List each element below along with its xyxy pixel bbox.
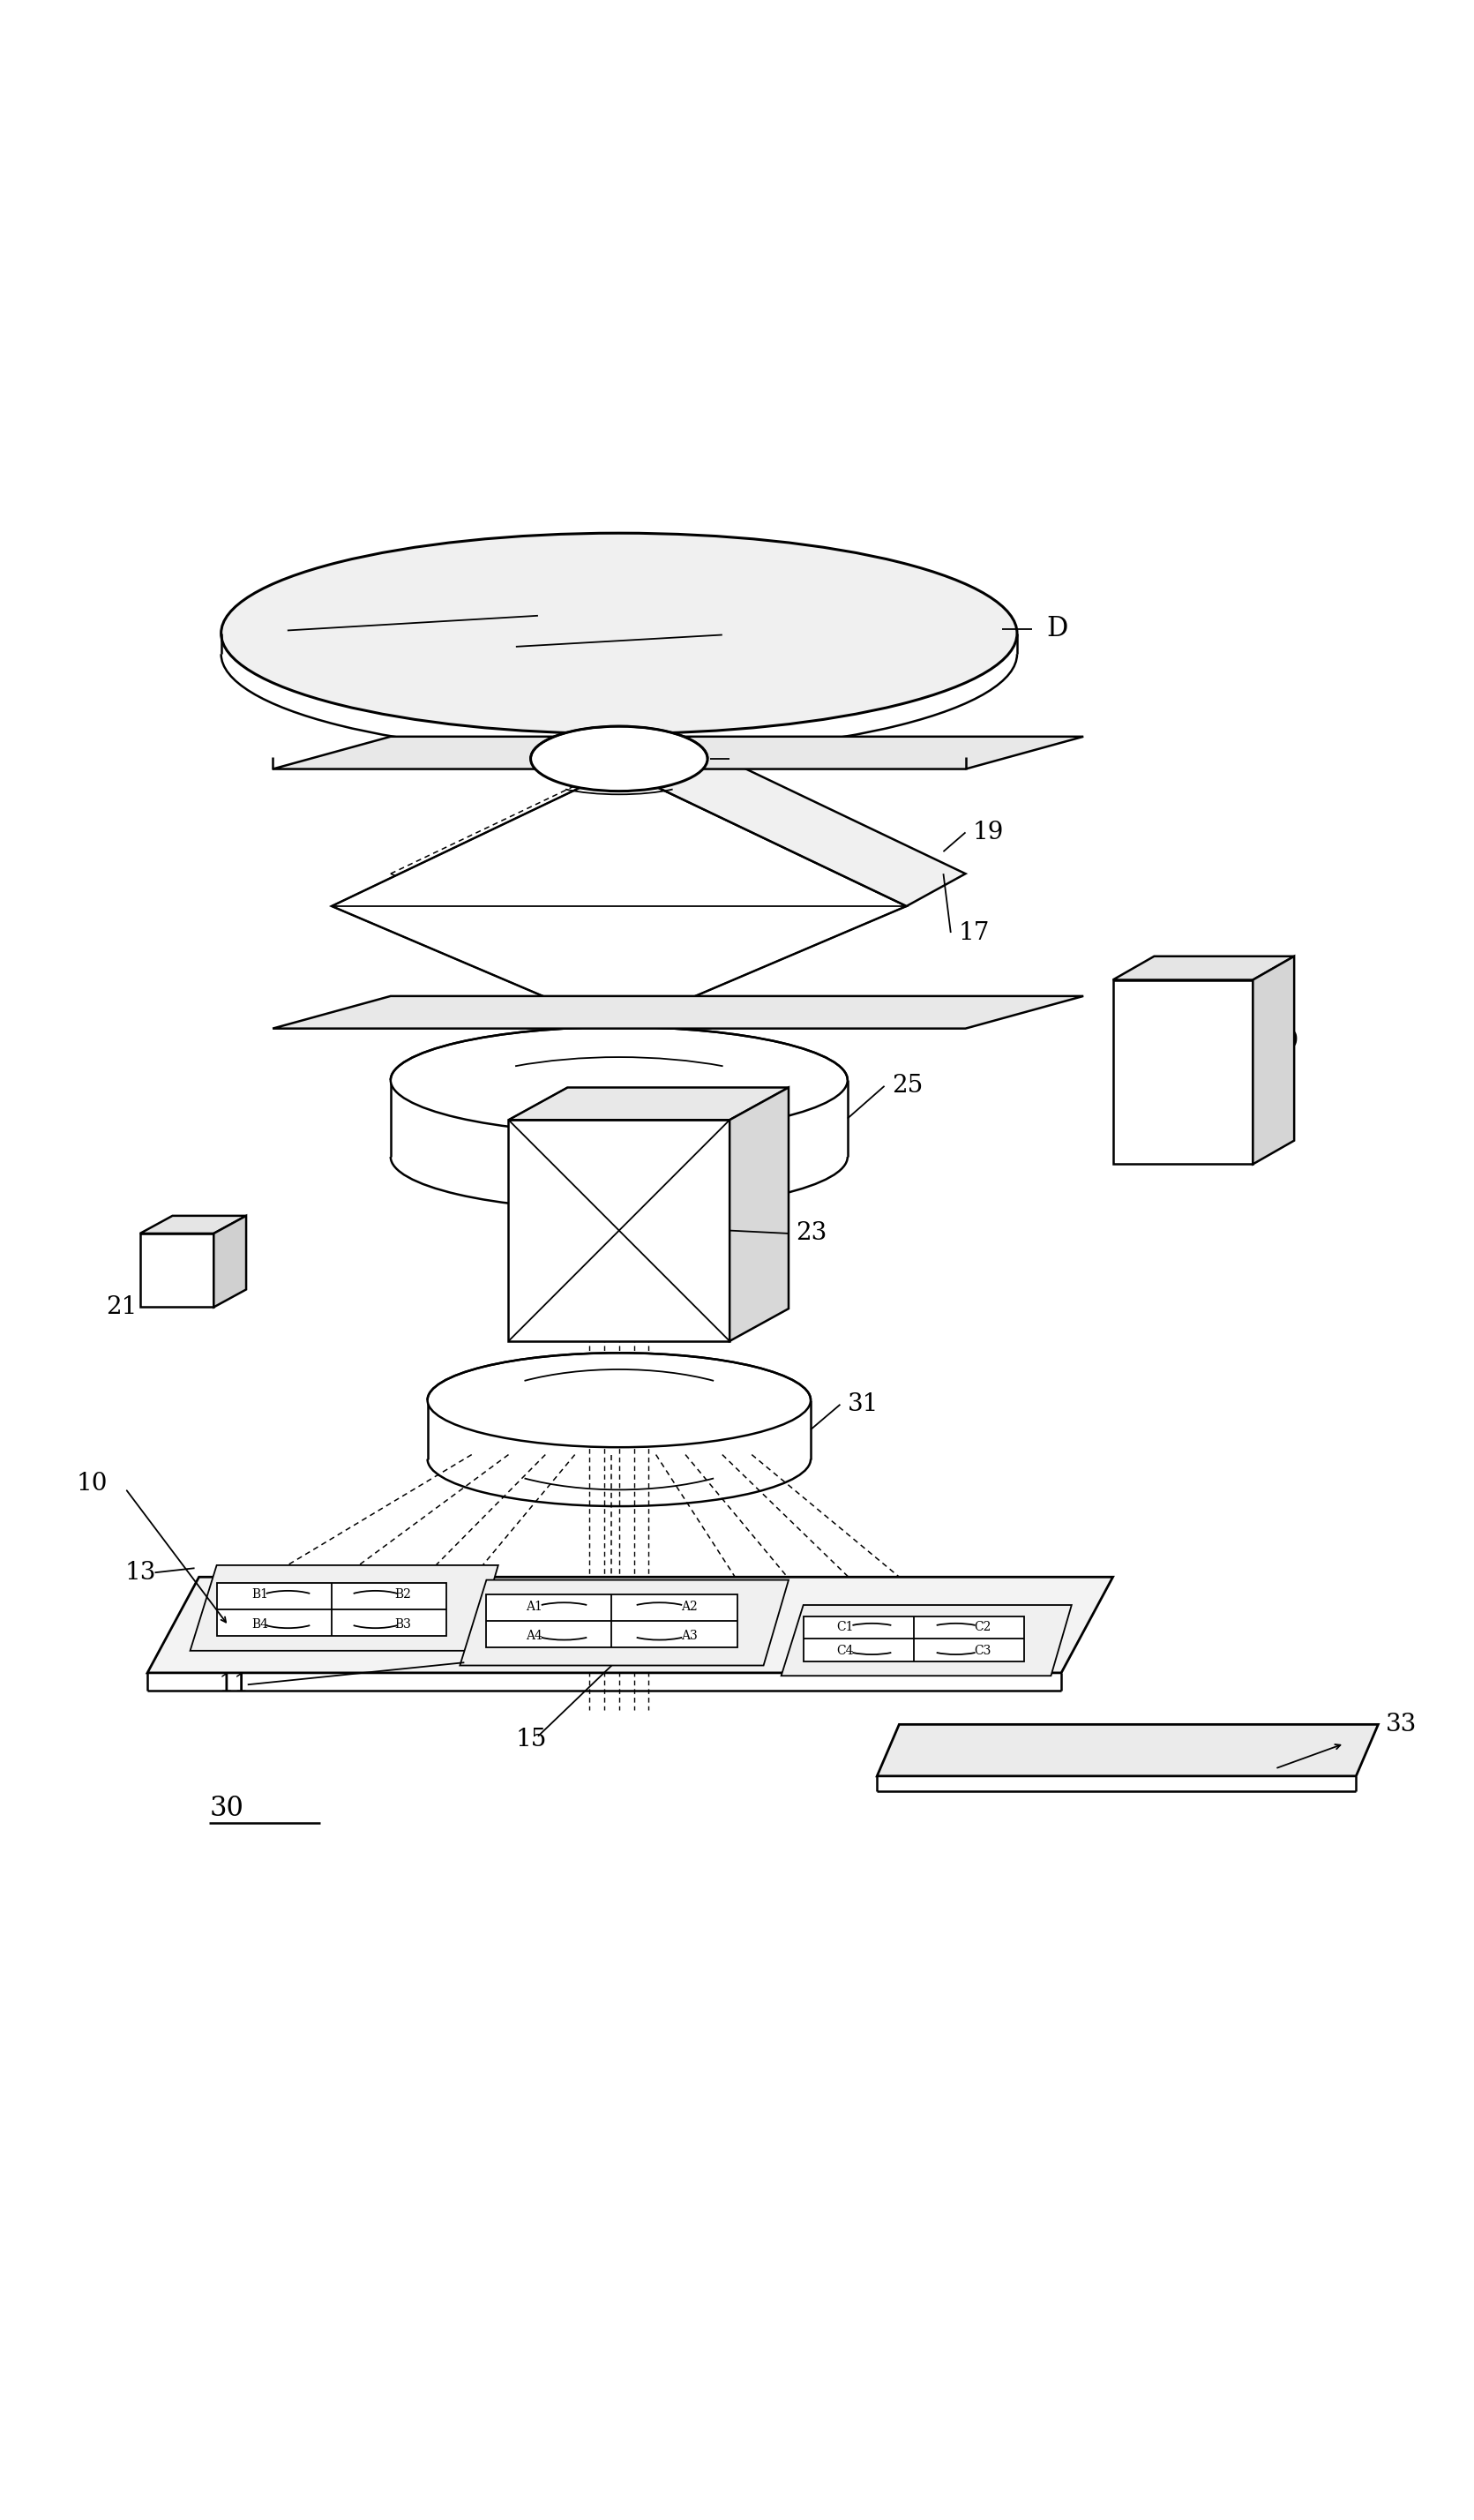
Polygon shape [217, 1583, 447, 1635]
Polygon shape [1253, 955, 1294, 1164]
Text: C2: C2 [974, 1620, 991, 1633]
Ellipse shape [427, 1353, 811, 1446]
Polygon shape [1113, 955, 1294, 980]
Text: A4: A4 [526, 1630, 542, 1643]
Polygon shape [147, 1578, 1113, 1673]
Ellipse shape [221, 534, 1017, 733]
Polygon shape [619, 736, 965, 907]
Text: A1: A1 [526, 1600, 542, 1613]
Text: D: D [1047, 615, 1069, 643]
Polygon shape [486, 1595, 737, 1648]
Text: B3: B3 [395, 1618, 411, 1630]
Text: 19: 19 [973, 822, 1004, 844]
Text: 23: 23 [796, 1222, 827, 1245]
Polygon shape [273, 736, 1083, 769]
Text: B4: B4 [252, 1618, 268, 1630]
Text: 13: 13 [125, 1560, 156, 1585]
Polygon shape [214, 1215, 246, 1308]
Text: 33: 33 [1386, 1714, 1417, 1736]
Ellipse shape [531, 726, 708, 791]
Polygon shape [273, 995, 1083, 1028]
Text: A2: A2 [681, 1600, 697, 1613]
Text: 15: 15 [516, 1726, 547, 1751]
Text: 10: 10 [77, 1472, 108, 1497]
Text: A3: A3 [681, 1630, 697, 1643]
Polygon shape [730, 1089, 789, 1341]
Text: 25: 25 [892, 1074, 923, 1099]
Ellipse shape [391, 1028, 848, 1134]
Text: 21: 21 [106, 1295, 137, 1318]
Polygon shape [140, 1232, 214, 1308]
Text: 11: 11 [218, 1673, 249, 1696]
Polygon shape [332, 769, 907, 1028]
Polygon shape [509, 1119, 730, 1341]
Polygon shape [190, 1565, 498, 1651]
Text: 17: 17 [958, 920, 989, 945]
Text: 30: 30 [209, 1794, 243, 1822]
Text: B1: B1 [252, 1588, 268, 1600]
Polygon shape [877, 1724, 1378, 1777]
Text: 31: 31 [848, 1394, 879, 1416]
Polygon shape [140, 1215, 246, 1232]
Text: 29: 29 [1268, 1031, 1299, 1053]
Polygon shape [803, 1618, 1024, 1661]
Polygon shape [460, 1580, 789, 1666]
Text: C3: C3 [974, 1646, 991, 1658]
Text: C4: C4 [837, 1646, 853, 1658]
Text: B2: B2 [395, 1588, 411, 1600]
Text: C1: C1 [837, 1620, 853, 1633]
Polygon shape [1113, 980, 1253, 1164]
Polygon shape [509, 1089, 789, 1119]
Text: 27: 27 [737, 746, 768, 771]
Polygon shape [781, 1605, 1072, 1676]
